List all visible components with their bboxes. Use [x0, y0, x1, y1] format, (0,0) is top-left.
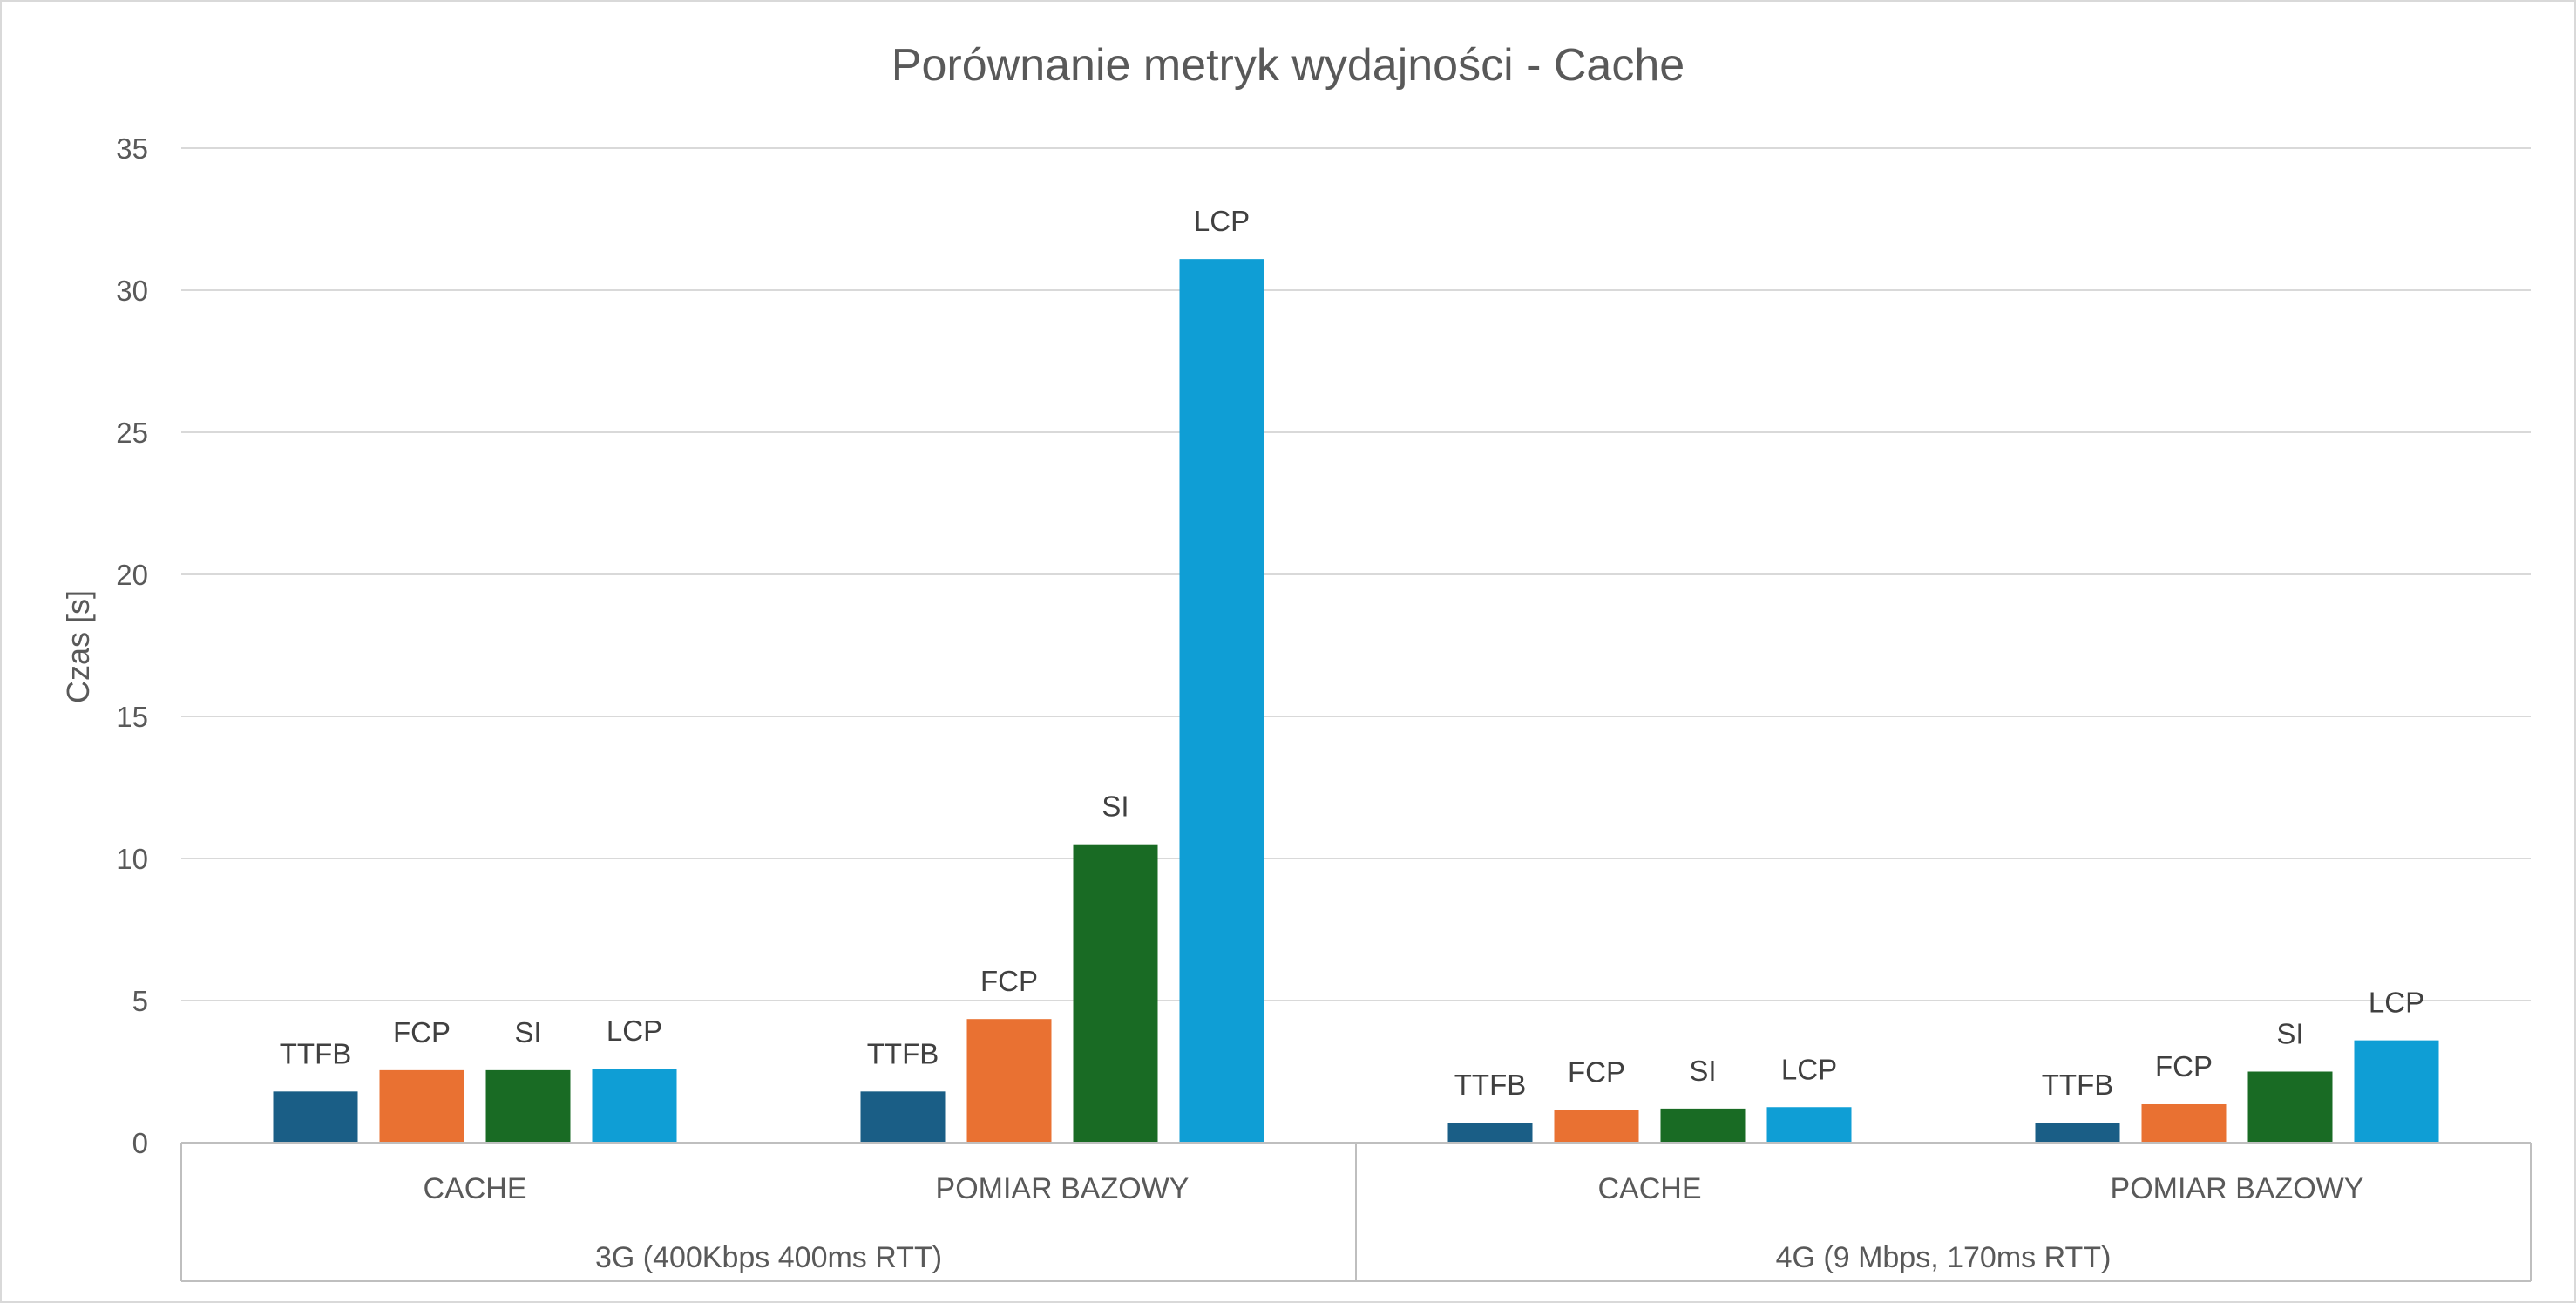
bar-si: [1073, 844, 1158, 1143]
y-tick-label: 20: [116, 559, 148, 591]
y-tick-label: 25: [116, 417, 148, 449]
data-label: SI: [1689, 1055, 1716, 1087]
bar-si: [2247, 1071, 2333, 1143]
y-tick-label: 35: [116, 132, 148, 165]
group-label: 4G (9 Mbps, 170ms RTT): [1776, 1241, 2112, 1274]
y-tick-label: 0: [132, 1127, 148, 1159]
data-label: FCP: [393, 1016, 451, 1049]
data-label: LCP: [1194, 205, 1250, 237]
category-label: CACHE: [423, 1172, 526, 1205]
data-label: FCP: [2155, 1050, 2213, 1082]
bar-ttfb: [273, 1091, 358, 1143]
data-label: TTFB: [867, 1037, 939, 1069]
data-label: LCP: [2369, 987, 2424, 1019]
group-label: 3G (400Kbps 400ms RTT): [595, 1241, 942, 1274]
bar-fcp: [2141, 1103, 2227, 1143]
bar-lcp: [1766, 1107, 1852, 1143]
data-label: SI: [514, 1016, 541, 1049]
y-tick-label: 15: [116, 701, 148, 733]
y-tick-label: 30: [116, 275, 148, 307]
bars: [273, 259, 2439, 1143]
data-label: TTFB: [2042, 1069, 2113, 1101]
data-label: LCP: [1781, 1053, 1837, 1085]
data-labels: TTFB FCP SI LCP TTFB FCP SI LCP TTFB FCP SI LCP TTFB…: [280, 205, 2424, 1101]
data-label: SI: [1102, 791, 1129, 823]
gridlines: [181, 147, 2531, 1001]
data-label: LCP: [607, 1015, 662, 1047]
category-label: POMIAR BAZOWY: [2111, 1172, 2364, 1205]
bar-fcp: [966, 1019, 1052, 1143]
x-axis: CACHE POMIAR BAZOWY CACHE POMIAR BAZOWY 3G (…: [180, 1142, 2532, 1282]
bar-lcp: [2354, 1040, 2439, 1143]
bar-lcp: [592, 1069, 677, 1143]
data-label: FCP: [980, 965, 1038, 997]
data-label: TTFB: [280, 1037, 351, 1069]
y-tick-label: 10: [116, 843, 148, 875]
bar-lcp: [1179, 259, 1264, 1143]
bar-si: [1660, 1108, 1746, 1143]
bar-ttfb: [860, 1091, 946, 1143]
bar-ttfb: [2035, 1123, 2120, 1143]
bar-fcp: [379, 1069, 464, 1143]
chart-title: Porównanie metryk wydajności - Cache: [891, 40, 1685, 91]
data-label: SI: [2276, 1018, 2303, 1050]
category-label: CACHE: [1597, 1172, 1701, 1205]
bar-ttfb: [1447, 1123, 1533, 1143]
y-tick-label: 5: [132, 985, 148, 1017]
y-axis-ticks: 0 5 10 15 20 25 30 35: [116, 132, 148, 1159]
bar-si: [485, 1069, 571, 1143]
data-label: TTFB: [1454, 1069, 1526, 1101]
y-axis-label: Czas [s]: [60, 590, 96, 703]
category-label: POMIAR BAZOWY: [936, 1172, 1190, 1205]
data-label: FCP: [1568, 1056, 1625, 1089]
bar-fcp: [1554, 1110, 1639, 1143]
